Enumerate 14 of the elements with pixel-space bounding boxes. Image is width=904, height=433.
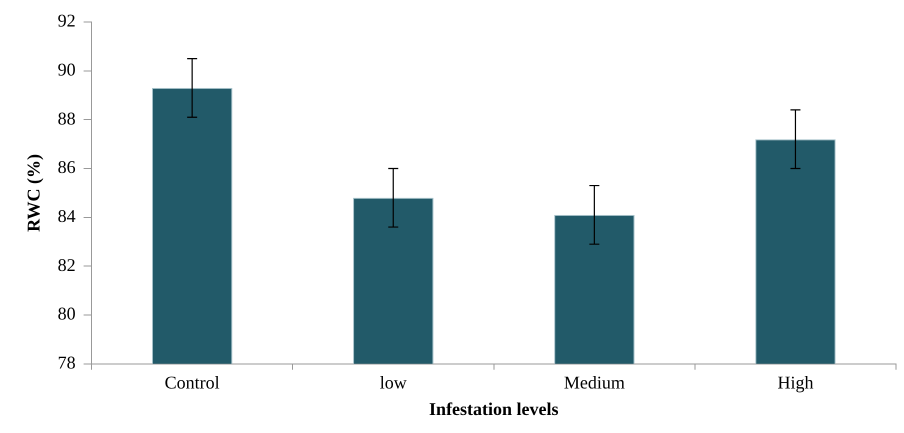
x-axis-title: Infestation levels [429, 398, 559, 419]
x-tick-label: low [380, 372, 407, 392]
y-tick-label: 88 [58, 108, 76, 128]
y-tick-label: 86 [58, 157, 76, 178]
x-tick-label: High [777, 372, 814, 392]
y-tick-label: 90 [58, 60, 76, 80]
x-tick-label: Control [164, 372, 220, 392]
y-tick-label: 82 [58, 254, 76, 275]
y-tick-label: 84 [58, 206, 76, 226]
y-tick-label: 92 [58, 10, 76, 31]
y-axis-title: RWC (%) [23, 154, 44, 232]
x-tick-label: Medium [564, 372, 625, 392]
y-tick-label: 78 [58, 352, 76, 373]
y-tick-label: 80 [58, 304, 76, 324]
